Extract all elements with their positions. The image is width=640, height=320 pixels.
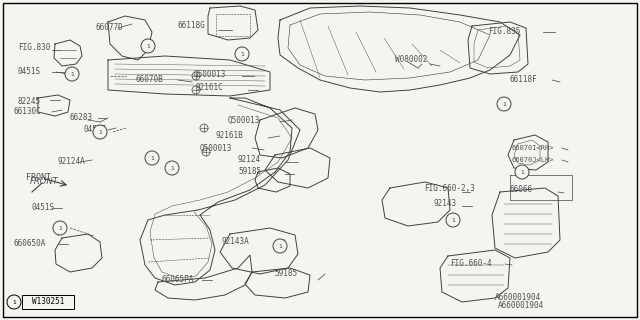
Text: 92124A: 92124A bbox=[58, 157, 86, 166]
Text: Q500013: Q500013 bbox=[194, 69, 227, 78]
Text: FIG.830: FIG.830 bbox=[18, 44, 51, 52]
Circle shape bbox=[165, 161, 179, 175]
Circle shape bbox=[141, 39, 155, 53]
Text: 66065PA: 66065PA bbox=[162, 276, 195, 284]
Circle shape bbox=[7, 295, 21, 309]
Text: 66066: 66066 bbox=[510, 186, 533, 195]
Text: 82245: 82245 bbox=[18, 98, 41, 107]
Text: A660001904: A660001904 bbox=[495, 293, 541, 302]
Text: 66118F: 66118F bbox=[510, 76, 538, 84]
Text: 0451S: 0451S bbox=[84, 125, 107, 134]
Circle shape bbox=[497, 97, 511, 111]
Circle shape bbox=[65, 67, 79, 81]
Text: 92143A: 92143A bbox=[222, 237, 250, 246]
Text: 59185: 59185 bbox=[274, 269, 297, 278]
Circle shape bbox=[446, 213, 460, 227]
Text: 66070B: 66070B bbox=[136, 76, 164, 84]
Text: 59185: 59185 bbox=[238, 167, 261, 177]
Circle shape bbox=[515, 165, 529, 179]
Text: 1: 1 bbox=[278, 244, 282, 249]
Text: 1: 1 bbox=[70, 71, 74, 76]
Text: 92124: 92124 bbox=[238, 156, 261, 164]
Text: 1: 1 bbox=[520, 170, 524, 174]
Text: 1: 1 bbox=[146, 44, 150, 49]
Text: 66070I<RH>: 66070I<RH> bbox=[512, 145, 554, 151]
Text: 660650A: 660650A bbox=[14, 239, 46, 249]
Circle shape bbox=[273, 239, 287, 253]
Circle shape bbox=[145, 151, 159, 165]
Text: Q500013: Q500013 bbox=[200, 143, 232, 153]
Text: 1: 1 bbox=[98, 130, 102, 134]
Text: 1: 1 bbox=[12, 300, 16, 305]
Text: FIG.835: FIG.835 bbox=[488, 28, 520, 36]
Text: 1: 1 bbox=[502, 101, 506, 107]
Text: FRONT: FRONT bbox=[30, 178, 59, 187]
Text: 92161B: 92161B bbox=[216, 132, 244, 140]
Text: 66077D: 66077D bbox=[95, 23, 123, 33]
Text: W080002: W080002 bbox=[395, 55, 428, 65]
Text: FIG.660-2,3: FIG.660-2,3 bbox=[424, 183, 475, 193]
Text: 0451S: 0451S bbox=[32, 204, 55, 212]
Text: FIG.660-4: FIG.660-4 bbox=[450, 260, 492, 268]
Text: 0451S: 0451S bbox=[18, 68, 41, 76]
Text: A660001904: A660001904 bbox=[498, 301, 544, 310]
Text: 66283: 66283 bbox=[70, 114, 93, 123]
Circle shape bbox=[93, 125, 107, 139]
Text: 1: 1 bbox=[170, 165, 174, 171]
Text: 1: 1 bbox=[240, 52, 244, 57]
Text: 92161C: 92161C bbox=[196, 84, 224, 92]
Text: 1: 1 bbox=[58, 226, 62, 230]
Text: 92143: 92143 bbox=[434, 199, 457, 209]
Text: 1: 1 bbox=[150, 156, 154, 161]
Text: W130251: W130251 bbox=[32, 298, 64, 307]
Text: 66118G: 66118G bbox=[178, 21, 205, 30]
Circle shape bbox=[235, 47, 249, 61]
Text: 66130C: 66130C bbox=[14, 108, 42, 116]
Text: FRONT: FRONT bbox=[26, 173, 51, 182]
Text: Q500013: Q500013 bbox=[228, 116, 260, 124]
Text: 1: 1 bbox=[451, 218, 455, 222]
Circle shape bbox=[53, 221, 67, 235]
Bar bbox=[22, 295, 74, 309]
Text: 66070J<LH>: 66070J<LH> bbox=[512, 157, 554, 163]
